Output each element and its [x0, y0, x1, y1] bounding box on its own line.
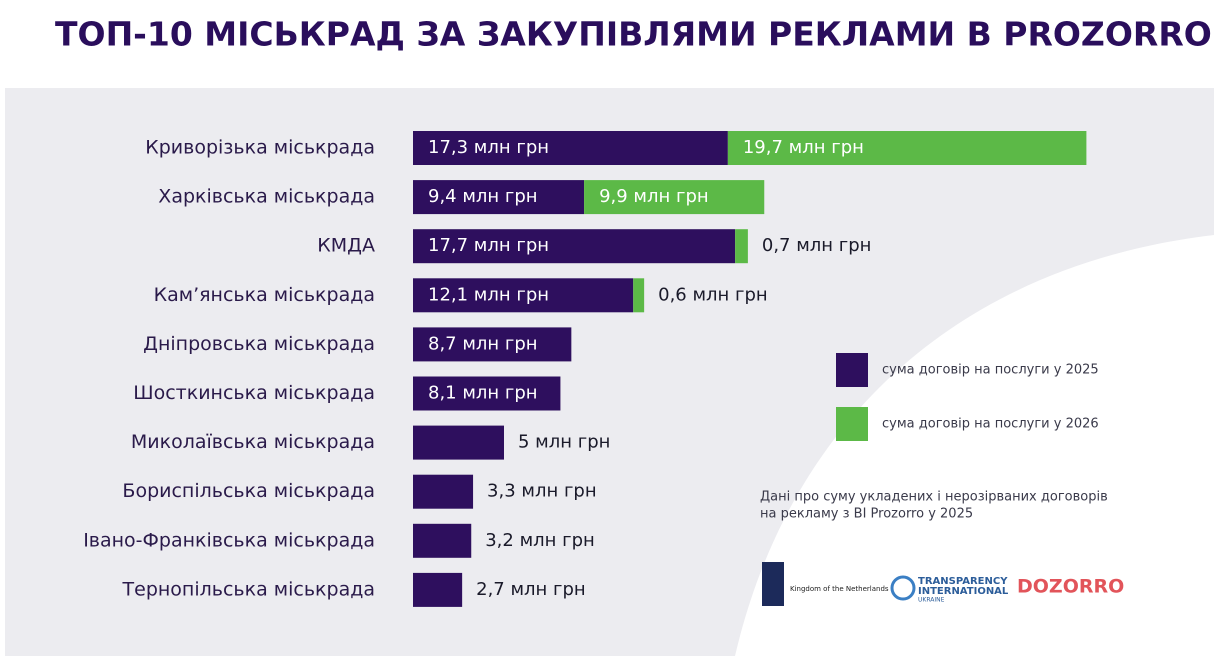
legend-swatch	[836, 407, 868, 441]
bar	[633, 278, 645, 313]
decor-curve	[735, 235, 1214, 656]
bar	[413, 327, 572, 362]
logo: UKRAINE	[918, 597, 945, 604]
legend-label: сума договір на послуги у 2025	[882, 363, 1099, 378]
legend-swatch	[836, 353, 868, 387]
category-label: Кам’янська міськрада	[154, 284, 375, 306]
bar	[413, 523, 472, 558]
value-label: 0,7 млн грн	[762, 235, 872, 256]
category-label: Тернопільська міськрада	[122, 578, 375, 600]
chart-title: ТОП-10 МІСЬКРАД ЗА ЗАКУПІВЛЯМИ РЕКЛАМИ В…	[55, 15, 1212, 54]
logo: DOZORRO	[1017, 576, 1124, 598]
bar	[413, 180, 585, 215]
category-label: Криворізька міськрада	[145, 137, 375, 159]
value-label: 0,6 млн грн	[658, 284, 768, 305]
bar	[727, 131, 1087, 165]
value-label: 8,1 млн грн	[428, 383, 538, 404]
category-label: Дніпровська міськрада	[143, 333, 375, 355]
value-label: 5 млн грн	[518, 432, 610, 453]
value-label: 2,7 млн грн	[476, 579, 586, 600]
logo-icon	[890, 575, 916, 601]
category-label: КМДА	[317, 235, 375, 257]
category-label: Харківська міськрада	[158, 186, 375, 208]
note: на рекламу з BI Prozorro у 2025	[760, 507, 973, 522]
bar	[413, 572, 463, 607]
value-label: 8,7 млн грн	[428, 333, 538, 354]
category-label: Шосткинська міськрада	[133, 382, 375, 404]
note: Дані про суму укладених і нерозірваних д…	[760, 490, 1108, 505]
value-label: 3,2 млн грн	[485, 530, 595, 551]
value-label: 17,7 млн грн	[428, 235, 549, 256]
bar	[584, 180, 765, 215]
value-label: 9,4 млн грн	[428, 186, 538, 207]
logo-icon	[762, 562, 784, 606]
value-label: 9,9 млн грн	[599, 186, 709, 207]
value-label: 17,3 млн грн	[428, 137, 549, 158]
category-label: Миколаївська міськрада	[131, 431, 375, 453]
logo: INTERNATIONAL	[918, 586, 1009, 597]
bar	[413, 229, 736, 264]
bar	[413, 425, 504, 460]
value-label: 3,3 млн грн	[487, 481, 597, 502]
logo: Kingdom of the Netherlands	[790, 585, 889, 593]
bar	[413, 131, 728, 165]
category-label: Івано-Франківська міськрада	[83, 529, 375, 551]
bar	[413, 376, 561, 411]
category-label: Бориспільська міськрада	[122, 480, 375, 502]
bar	[413, 278, 634, 313]
bar	[413, 474, 474, 509]
value-label: 19,7 млн грн	[743, 137, 864, 158]
legend-label: сума договір на послуги у 2026	[882, 417, 1099, 432]
value-label: 12,1 млн грн	[428, 284, 549, 305]
bar	[735, 229, 748, 264]
logo: TRANSPARENCY	[918, 576, 1008, 587]
